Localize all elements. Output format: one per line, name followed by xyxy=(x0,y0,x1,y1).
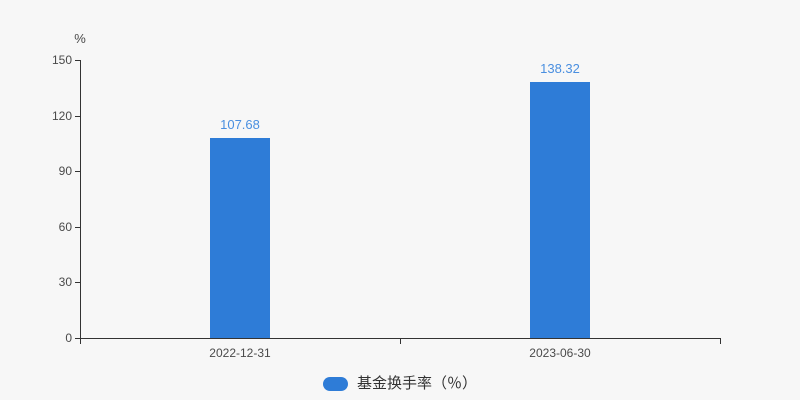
y-axis-tick-label: 120 xyxy=(51,109,72,123)
y-axis-tick-label: 150 xyxy=(51,53,72,67)
y-axis-tick xyxy=(75,116,80,117)
legend-marker-icon[interactable] xyxy=(322,377,348,391)
legend-item[interactable]: 基金换手率（％） xyxy=(0,375,800,393)
legend-item-label[interactable]: 基金换手率（％） xyxy=(356,375,477,392)
x-axis-tick xyxy=(400,339,401,344)
x-axis-line xyxy=(80,338,721,339)
y-axis-tick xyxy=(75,171,80,172)
x-axis-tick xyxy=(720,339,721,344)
y-axis-tick xyxy=(75,282,80,283)
x-axis-category-label: 2022-12-31 xyxy=(209,346,271,360)
bar-2023-06-30[interactable] xyxy=(530,82,590,338)
y-axis-line xyxy=(80,60,81,339)
y-axis-tick xyxy=(75,227,80,228)
y-axis-tick-label: 90 xyxy=(58,164,72,178)
x-axis-tick xyxy=(80,339,81,344)
bar-value-label: 138.32 xyxy=(540,61,580,76)
y-axis-unit-label: % xyxy=(74,31,86,46)
y-axis-tick xyxy=(75,338,80,339)
y-axis-tick-label: 60 xyxy=(58,220,72,234)
y-axis-tick xyxy=(75,60,80,61)
y-axis-tick-label: 0 xyxy=(65,331,72,345)
x-axis-category-label: 2023-06-30 xyxy=(529,346,591,360)
y-axis-tick-label: 30 xyxy=(58,275,72,289)
bar-value-label: 107.68 xyxy=(220,117,260,132)
bar-2022-12-31[interactable] xyxy=(210,138,270,338)
